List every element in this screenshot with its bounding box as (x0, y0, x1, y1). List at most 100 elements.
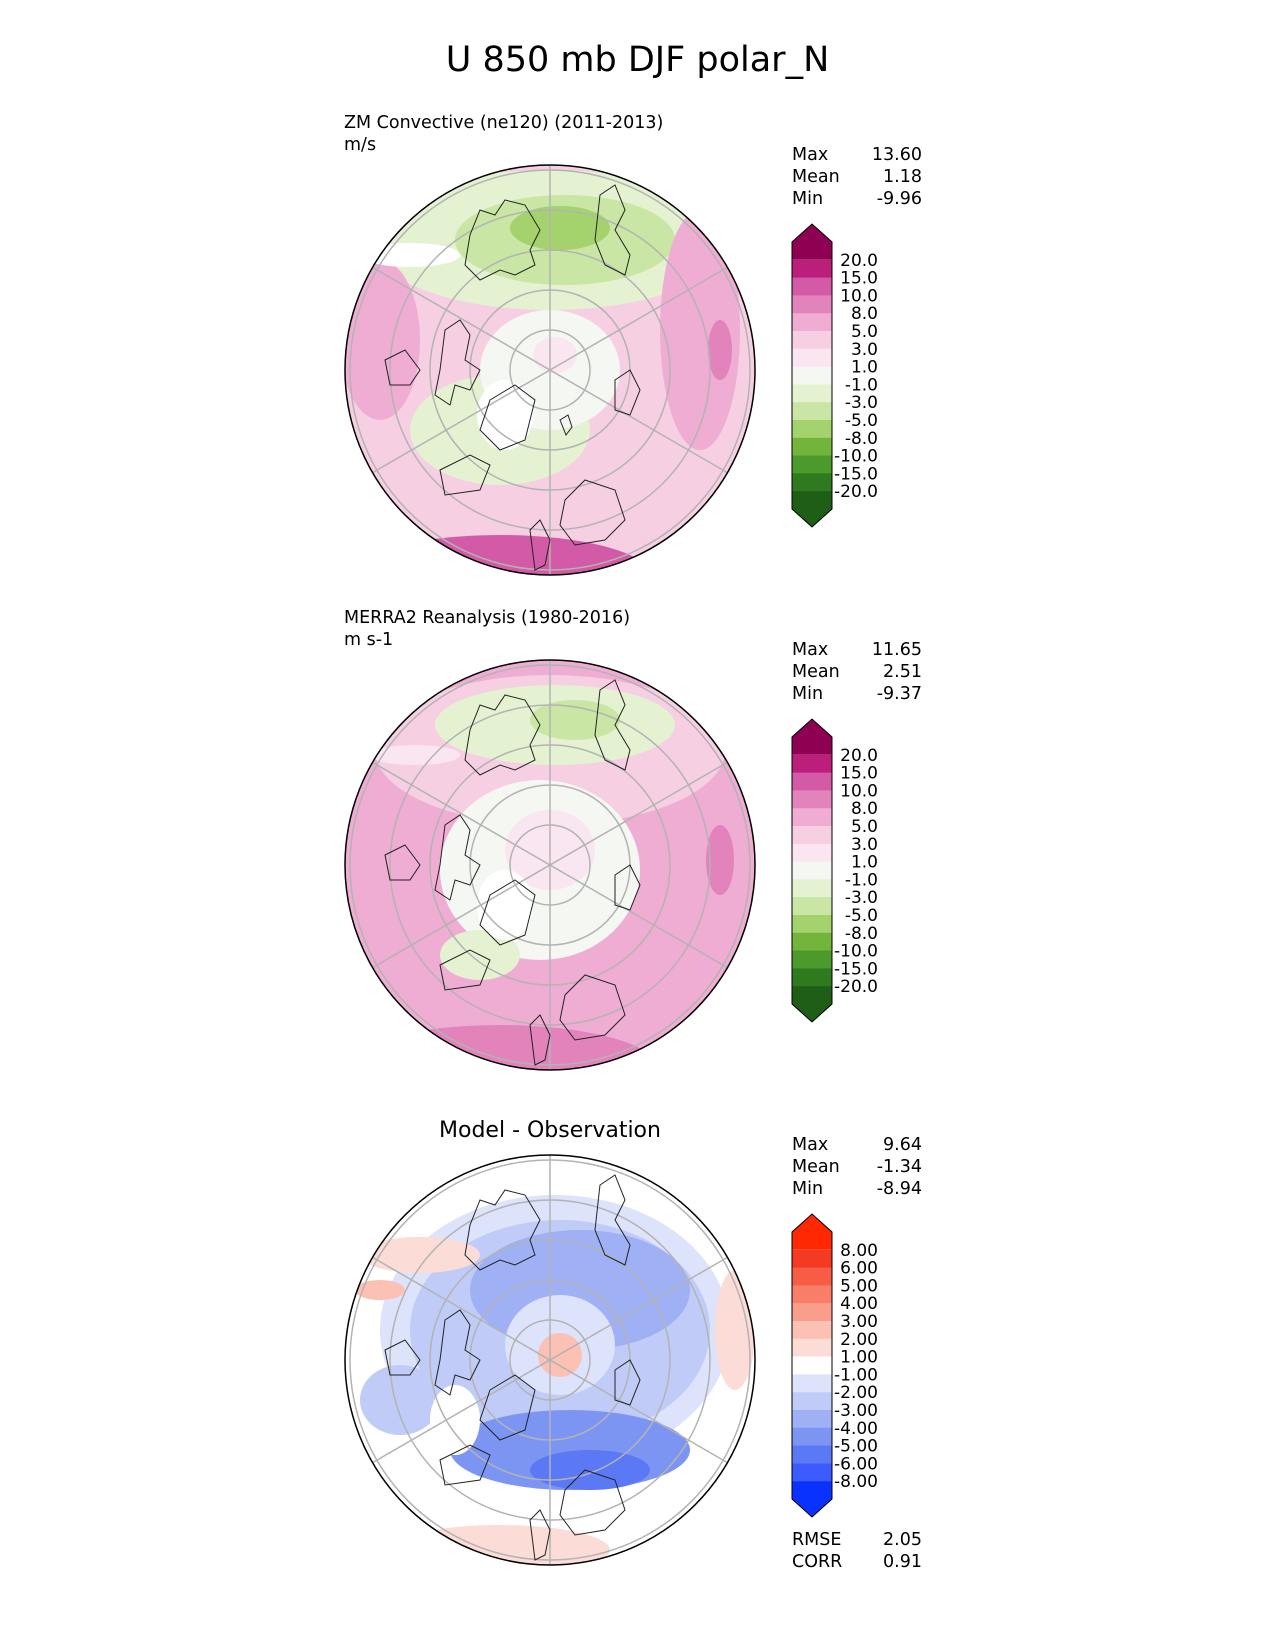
panel-graphics: 20.015.010.08.05.03.01.0-1.0-3.0-5.0-8.0… (344, 659, 878, 1071)
colorbar-segment (792, 950, 832, 969)
colorbar-tick-label: -20.0 (834, 482, 878, 502)
colorbar-tick-label: 3.0 (851, 835, 878, 855)
colorbar-segment (792, 1214, 832, 1250)
panel-title: ZM Convective (ne120) (2011-2013) (344, 113, 664, 133)
colorbar-tick-label: 1.0 (851, 358, 878, 378)
coastlines (384, 679, 641, 1066)
panel-units: m s-1 (344, 630, 394, 650)
colorbar-tick-label: -5.00 (834, 1437, 878, 1457)
colorbar-tick-label: 2.00 (840, 1330, 878, 1350)
colorbar-segment (792, 313, 832, 332)
colorbar-tick-label: -4.00 (834, 1419, 878, 1439)
colorbar-segment (792, 277, 832, 296)
colorbar-segment (792, 1356, 832, 1375)
colorbar-segment (792, 754, 832, 774)
colorbar-tick-label: 8.0 (851, 799, 878, 819)
colorbar-tick-label: 15.0 (840, 764, 878, 784)
coastlines (384, 184, 641, 571)
colorbar-tick-label: 3.00 (840, 1312, 878, 1332)
colorbar-tick-label: 10.0 (840, 286, 878, 306)
panel-observation: MERRA2 Reanalysis (1980-2016) m s-1 Max 1… (0, 0, 1275, 1071)
colorbar-segment (792, 491, 832, 527)
colorbar-segment (792, 790, 832, 809)
colorbar-tick-label: -6.00 (834, 1454, 878, 1474)
colorbar-segment (792, 420, 832, 439)
colorbar-segment (792, 455, 832, 474)
colorbar-segment (792, 402, 832, 421)
colorbar-tick-label: -15.0 (834, 464, 878, 484)
metric-value: 0.91 (883, 1552, 922, 1572)
colorbar-segment (792, 808, 832, 827)
colorbar-segment (792, 915, 832, 934)
stat-value: -8.94 (876, 1179, 922, 1199)
colorbar-tick-label: 5.00 (840, 1276, 878, 1296)
colorbar-segment (792, 986, 832, 1022)
colorbar-segment (792, 1427, 832, 1447)
colorbar-segment (792, 331, 832, 350)
colorbar-segment (792, 1463, 832, 1482)
colorbar-segment (792, 932, 832, 952)
colorbar-segment (792, 1445, 832, 1464)
colorbar-segment (792, 473, 832, 492)
stat-min: Min -9.37 (792, 683, 922, 705)
colorbar: 20.015.010.08.05.03.01.0-1.0-3.0-5.0-8.0… (791, 223, 878, 528)
colorbar-tick-label: -8.0 (845, 924, 878, 944)
colorbar-tick-label: 6.00 (840, 1259, 878, 1279)
stat-mean: Mean 2.51 (792, 661, 922, 683)
colorbar: 8.006.005.004.003.002.001.00-1.00-2.00-3… (791, 1213, 878, 1518)
colorbar-segment (792, 348, 832, 368)
stats-box: Max 11.65 Mean 2.51 Min -9.37 (792, 639, 922, 705)
panel-graphics: 20.015.010.08.05.03.01.0-1.0-3.0-5.0-8.0… (344, 164, 878, 576)
stat-value: 1.18 (883, 167, 922, 187)
colorbar-tick-label: 1.00 (840, 1348, 878, 1368)
colorbar-tick-label: 15.0 (840, 269, 878, 289)
colorbar-tick-label: 1.0 (851, 853, 878, 873)
stat-value: 11.65 (871, 640, 922, 660)
stat-label: Min (792, 1179, 824, 1199)
stat-value: -9.37 (876, 684, 922, 704)
colorbar-tick-label: -1.0 (845, 375, 878, 395)
stat-value: 9.64 (883, 1135, 922, 1155)
stat-label: Max (792, 640, 829, 660)
coastlines (384, 1174, 641, 1561)
colorbar-tick-label: -3.0 (845, 393, 878, 413)
colorbar-segment (792, 1267, 832, 1286)
colorbar-segment (792, 224, 832, 260)
metric-value: 2.05 (883, 1530, 922, 1550)
stat-label: Max (792, 145, 829, 165)
stat-mean: Mean 1.18 (792, 166, 922, 188)
panel-title: Model - Observation (439, 1118, 661, 1143)
colorbar-segment (792, 366, 832, 385)
metrics-box: RMSE 2.05 CORR 0.91 (792, 1529, 922, 1573)
colorbar-tick-label: -1.0 (845, 870, 878, 890)
colorbar-tick-label: -5.0 (845, 906, 878, 926)
panel-model: ZM Convective (ne120) (2011-2013) m/s Ma… (0, 0, 1275, 576)
colorbar-segment (792, 1285, 832, 1304)
stat-min: Min -8.94 (792, 1178, 922, 1200)
graticule (349, 1155, 751, 1565)
colorbar-segment (792, 897, 832, 916)
stats-box: Max 13.60 Mean 1.18 Min -9.96 (792, 144, 922, 210)
colorbar-segment (792, 843, 832, 863)
colorbar-segment (792, 259, 832, 279)
colorbar-segment (792, 1481, 832, 1517)
colorbar-segment (792, 772, 832, 791)
colorbar-tick-label: -8.00 (834, 1472, 878, 1492)
stat-min: Min -9.96 (792, 188, 922, 210)
colorbar-tick-label: -10.0 (834, 447, 878, 467)
stat-value: 2.51 (883, 662, 922, 682)
colorbar-tick-label: -3.0 (845, 888, 878, 908)
stats-box: Max 9.64 Mean -1.34 Min -8.94 (792, 1134, 922, 1200)
metric-label: CORR (792, 1552, 843, 1572)
metric-corr: CORR 0.91 (792, 1551, 922, 1573)
colorbar-tick-label: 8.0 (851, 304, 878, 324)
colorbar-segment (792, 437, 832, 457)
stat-label: Min (792, 189, 824, 209)
stat-label: Mean (792, 1157, 840, 1177)
colorbar-segment (792, 826, 832, 845)
colorbar-segment (792, 719, 832, 755)
colorbar-segment (792, 968, 832, 987)
stat-max: Max 9.64 (792, 1134, 922, 1156)
colorbar-segment (792, 1410, 832, 1429)
colorbar: 20.015.010.08.05.03.01.0-1.0-3.0-5.0-8.0… (791, 718, 878, 1023)
